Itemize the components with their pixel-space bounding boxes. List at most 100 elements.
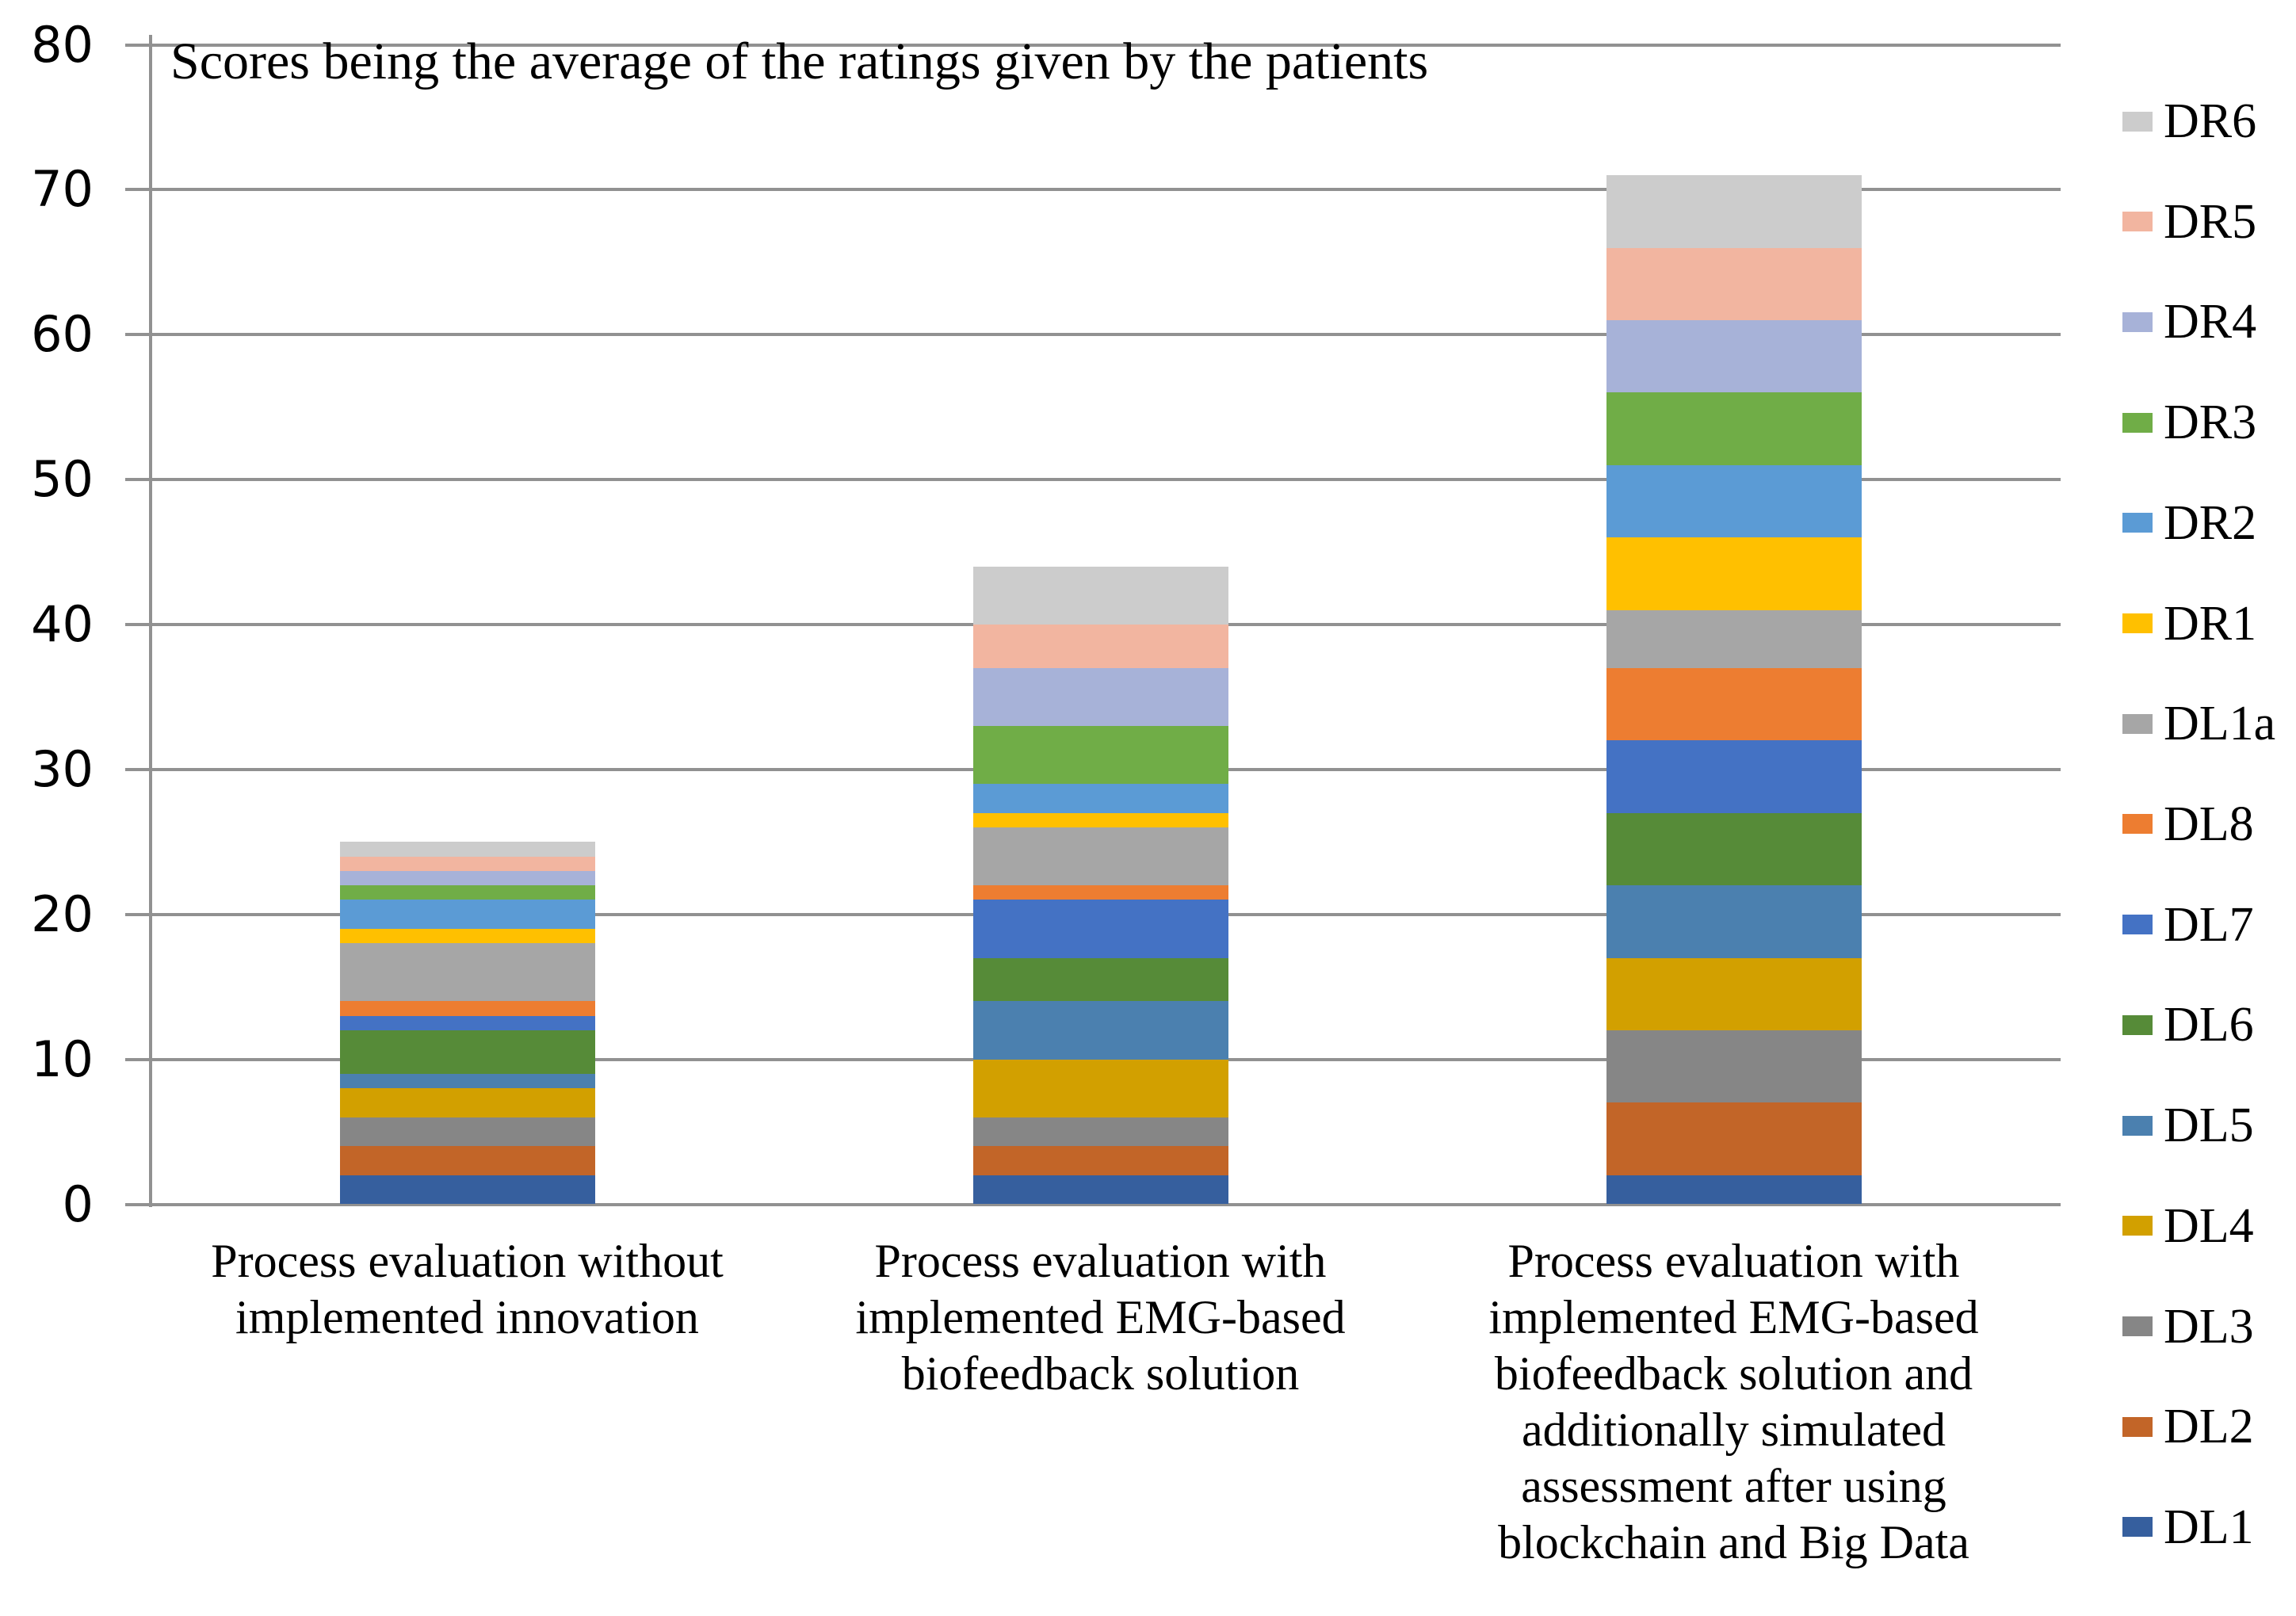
legend-item-DR2: DR2 xyxy=(2122,495,2256,551)
legend-swatch-DR5 xyxy=(2122,212,2153,232)
legend-item-DR6: DR6 xyxy=(2122,94,2256,149)
legend-item-DL8: DL8 xyxy=(2122,797,2254,852)
gridline-0 xyxy=(151,1202,2061,1206)
y-axis-label-30: 30 xyxy=(31,739,94,798)
category-label-line: implemented EMG-based xyxy=(855,1291,1346,1343)
y-axis-tick-50 xyxy=(125,478,155,482)
bar-segment-DL8 xyxy=(1606,667,1862,741)
gridline-50 xyxy=(151,478,2061,482)
gridline-80 xyxy=(151,43,2061,47)
bar-segment-DR5 xyxy=(1606,247,1862,320)
legend-label-DL5: DL5 xyxy=(2164,1098,2254,1153)
bar-segment-DL7 xyxy=(1606,740,1862,813)
legend-swatch-DL7 xyxy=(2122,915,2153,935)
bar-segment-DR6 xyxy=(972,566,1228,625)
bar-segment-DL2 xyxy=(339,1146,595,1175)
legend-swatch-DL8 xyxy=(2122,814,2153,835)
legend-label-DL3: DL3 xyxy=(2164,1299,2254,1354)
y-axis-tick-60 xyxy=(125,333,155,337)
bar-segment-DL8 xyxy=(972,885,1228,900)
bar-segment-DL5 xyxy=(1606,885,1862,958)
y-axis-tick-30 xyxy=(125,767,155,771)
category-label-line: Process evaluation with xyxy=(1507,1235,1960,1287)
bar-segment-DL6 xyxy=(972,957,1228,1002)
y-axis-tick-0 xyxy=(125,1202,155,1206)
category-label-line: Process evaluation with xyxy=(874,1235,1327,1287)
y-axis-line xyxy=(149,35,152,1207)
bar-segment-DL1 xyxy=(972,1175,1228,1205)
legend-swatch-DR2 xyxy=(2122,513,2153,533)
legend-item-DL7: DL7 xyxy=(2122,897,2254,953)
y-axis-label-0: 0 xyxy=(62,1175,94,1233)
legend-label-DR3: DR3 xyxy=(2164,395,2257,450)
legend-swatch-DL1a xyxy=(2122,713,2153,734)
legend-item-DL5: DL5 xyxy=(2122,1098,2254,1153)
legend-swatch-DL4 xyxy=(2122,1216,2153,1236)
y-axis-label-80: 80 xyxy=(31,15,94,74)
bar-segment-DL7 xyxy=(972,900,1228,958)
bar-segment-DR4 xyxy=(972,667,1228,727)
legend-item-DL3: DL3 xyxy=(2122,1299,2254,1354)
category-label-line: biofeedback solution and xyxy=(1494,1347,1973,1400)
bar-segment-DL2 xyxy=(1606,1102,1862,1175)
legend-swatch-DL2 xyxy=(2122,1416,2153,1437)
y-axis-label-40: 40 xyxy=(31,595,94,654)
category-label-line: assessment after using xyxy=(1521,1460,1946,1512)
legend-swatch-DL5 xyxy=(2122,1115,2153,1136)
y-axis-tick-20 xyxy=(125,912,155,916)
bar-segment-DR1 xyxy=(339,929,595,944)
bar-segment-DR5 xyxy=(339,856,595,871)
category-label-line: blockchain and Big Data xyxy=(1498,1516,1969,1568)
legend-label-DL4: DL4 xyxy=(2164,1198,2254,1253)
bar-segment-DL1a xyxy=(1606,609,1862,668)
gridline-70 xyxy=(151,188,2061,192)
legend-label-DR2: DR2 xyxy=(2164,495,2257,550)
legend-item-DL4: DL4 xyxy=(2122,1198,2254,1254)
category-label-line: implemented innovation xyxy=(235,1291,699,1343)
legend-label-DL1: DL1 xyxy=(2164,1499,2254,1554)
bar-segment-DR5 xyxy=(972,625,1228,668)
bar-segment-DR1 xyxy=(1606,537,1862,610)
legend-item-DL2: DL2 xyxy=(2122,1399,2254,1454)
bar-segment-DL3 xyxy=(339,1117,595,1147)
category-label-line: additionally simulated xyxy=(1522,1404,1946,1456)
legend-swatch-DR4 xyxy=(2122,311,2153,332)
bar-segment-DR6 xyxy=(1606,175,1862,248)
bar-segment-DL1a xyxy=(339,943,595,1002)
bar-segment-DL8 xyxy=(339,1001,595,1016)
bar-segment-DR3 xyxy=(1606,392,1862,465)
legend-swatch-DR6 xyxy=(2122,111,2153,132)
y-axis-label-20: 20 xyxy=(31,884,94,943)
legend-swatch-DL6 xyxy=(2122,1014,2153,1035)
bar-segment-DL4 xyxy=(972,1059,1228,1117)
legend-label-DL6: DL6 xyxy=(2164,998,2254,1053)
bar-segment-DR4 xyxy=(339,870,595,886)
bar-segment-DL6 xyxy=(339,1030,595,1074)
legend-item-DL1: DL1 xyxy=(2122,1499,2254,1555)
y-axis-label-60: 60 xyxy=(31,305,94,364)
bar-segment-DR2 xyxy=(972,784,1228,813)
legend-item-DR1: DR1 xyxy=(2122,596,2256,651)
chart-title: Scores being the average of the ratings … xyxy=(170,32,1429,90)
bar-segment-DL1 xyxy=(1606,1175,1862,1205)
bar-segment-DR2 xyxy=(1606,464,1862,538)
bar-segment-DR2 xyxy=(339,900,595,930)
y-axis-label-10: 10 xyxy=(31,1030,94,1088)
legend-item-DL6: DL6 xyxy=(2122,997,2254,1053)
legend-swatch-DR3 xyxy=(2122,412,2153,433)
bar-segment-DL4 xyxy=(339,1088,595,1117)
category-label-line: Process evaluation without xyxy=(211,1235,724,1287)
category-label: Process evaluation with implemented EMG-b… xyxy=(1417,1233,2051,1571)
legend-swatch-DR1 xyxy=(2122,613,2153,634)
gridline-60 xyxy=(151,333,2061,337)
y-axis-tick-80 xyxy=(125,43,155,47)
y-axis-label-50: 50 xyxy=(31,450,94,509)
bar-segment-DL3 xyxy=(972,1117,1228,1147)
category-label-line: biofeedback solution xyxy=(901,1347,1300,1400)
legend-label-DL8: DL8 xyxy=(2164,797,2254,851)
legend-item-DR5: DR5 xyxy=(2122,194,2256,250)
legend-label-DL7: DL7 xyxy=(2164,897,2254,952)
legend-label-DR4: DR4 xyxy=(2164,295,2257,350)
